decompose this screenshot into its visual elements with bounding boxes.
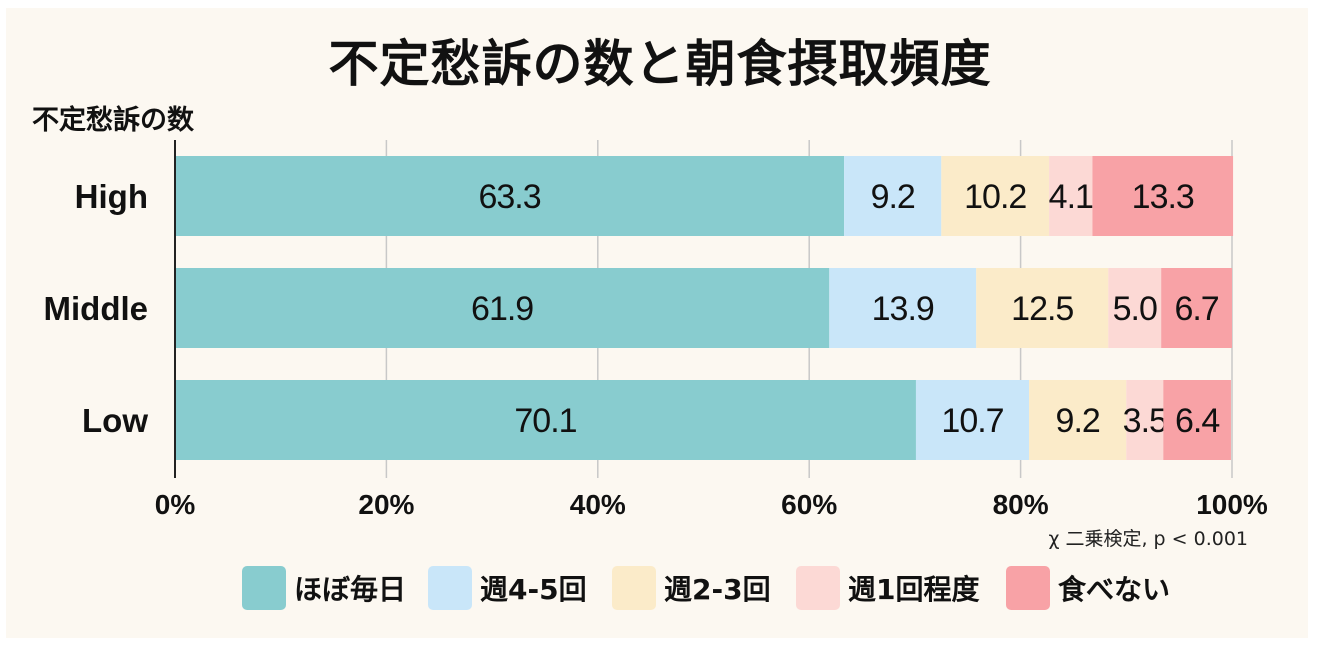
bar-segment [175, 156, 845, 236]
category-label: Low [82, 402, 148, 439]
legend-item-never: 食べない [1006, 566, 1170, 610]
data-label: 6.4 [1175, 402, 1219, 440]
statistical-test-note: χ 二乗検定, p < 0.001 [1048, 528, 1248, 550]
data-label: 63.3 [478, 178, 540, 216]
x-tick-label: 0% [155, 489, 196, 520]
bar-segment [1126, 380, 1164, 460]
legend-label: ほぼ毎日 [294, 573, 407, 606]
category-label: High [75, 178, 148, 215]
bar-segment [844, 156, 942, 236]
bar-segment [1163, 380, 1231, 460]
bar-segment [829, 268, 977, 348]
legend-item-once-per-week: 週1回程度 [796, 566, 979, 610]
legend-swatch [612, 566, 656, 610]
x-tick-label: 40% [570, 489, 626, 520]
data-label: 3.5 [1123, 402, 1167, 440]
legend-swatch [1006, 566, 1050, 610]
x-tick-label: 100% [1196, 489, 1268, 520]
data-label: 9.2 [1056, 402, 1100, 440]
data-label: 12.5 [1011, 290, 1073, 328]
x-tick-label: 80% [993, 489, 1049, 520]
bar-segment [175, 268, 830, 348]
category-label: Middle [44, 290, 149, 327]
data-label: 70.1 [514, 402, 576, 440]
legend-label: 食べない [1058, 573, 1171, 606]
legend-label: 週1回程度 [848, 573, 980, 606]
legend-swatch [796, 566, 840, 610]
data-label: 10.2 [964, 178, 1026, 216]
bar-segment [1029, 380, 1127, 460]
bar-segment [941, 156, 1050, 236]
legend-item-daily: ほぼ毎日 [242, 566, 406, 610]
data-label: 13.3 [1132, 178, 1194, 216]
data-label: 9.2 [871, 178, 915, 216]
data-label: 4.1 [1049, 178, 1093, 216]
legend-swatch [428, 566, 472, 610]
data-label: 6.7 [1174, 290, 1218, 328]
data-label: 13.9 [872, 290, 934, 328]
legend-item-2-3-per-week: 週2-3回 [612, 566, 771, 610]
data-label: 61.9 [471, 290, 533, 328]
bar-segment [976, 268, 1109, 348]
y-axis-title: 不定愁訴の数 [32, 105, 194, 136]
chart-title: 不定愁訴の数と朝食摂取頻度 [328, 35, 992, 93]
legend-item-4-5-per-week: 週4-5回 [428, 566, 587, 610]
data-label: 5.0 [1113, 290, 1157, 328]
x-tick-label: 60% [781, 489, 837, 520]
bar-segment [175, 380, 916, 460]
legend: ほぼ毎日 週4-5回 週2-3回 週1回程度 食べない [0, 566, 1320, 610]
legend-label: 週2-3回 [664, 573, 771, 606]
x-tick-label: 20% [358, 489, 414, 520]
data-label: 10.7 [941, 402, 1003, 440]
bar-segment [1161, 268, 1232, 348]
bar-segment [1049, 156, 1093, 236]
bar-segment [915, 380, 1030, 460]
legend-label: 週4-5回 [480, 573, 587, 606]
bar-segment [1108, 268, 1162, 348]
bar-segment [1092, 156, 1234, 236]
legend-swatch [242, 566, 286, 610]
